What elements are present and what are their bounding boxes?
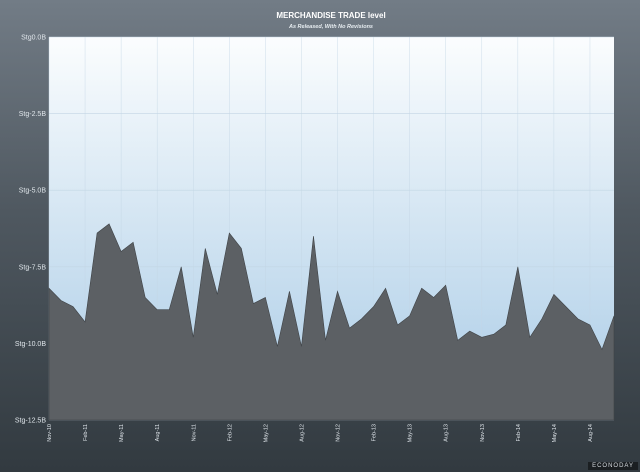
series-area <box>48 223 615 421</box>
x-tick-label: Aug-11 <box>155 424 161 441</box>
x-tick-label: May-14 <box>552 424 558 442</box>
x-tick-label: Feb-14 <box>516 424 522 441</box>
x-tick-label: Aug-14 <box>588 424 594 442</box>
y-axis: Stg0.0B Stg-2.5B Stg-5.0B Stg-7.5B Stg-10.0B… <box>15 35 46 425</box>
y-tick-label: Stg-12.5B <box>15 418 46 425</box>
x-tick-label: Feb-12 <box>227 424 233 441</box>
x-tick-label: Nov-11 <box>191 424 197 441</box>
chart-subtitle: As Released, With No Revisions <box>288 24 373 30</box>
x-tick-label: Aug-13 <box>444 424 450 442</box>
y-tick-label: Stg-2.5B <box>19 111 47 118</box>
x-tick-label: May-13 <box>408 424 414 442</box>
x-axis: Nov-10 Feb-11 May-11 Aug-11 Nov-11 Feb-12 May-… <box>47 424 594 442</box>
x-tick-label: May-11 <box>119 424 125 442</box>
y-tick-label: Stg-5.0B <box>19 188 47 195</box>
y-tick-label: Stg-10.0B <box>15 341 46 348</box>
x-tick-label: Feb-11 <box>83 424 89 441</box>
x-tick-label: Aug-12 <box>299 424 305 442</box>
x-tick-label: Nov-10 <box>47 424 53 442</box>
x-tick-label: May-12 <box>263 424 269 442</box>
chart-title: MERCHANDISE TRADE level <box>276 11 385 20</box>
x-tick-label: Feb-13 <box>372 424 378 441</box>
brand-watermark: ECONODAY <box>588 462 638 470</box>
y-tick-label: Stg-7.5B <box>19 264 47 271</box>
x-tick-label: Nov-13 <box>480 424 486 442</box>
y-tick-label: Stg0.0B <box>21 35 46 42</box>
x-tick-label: Nov-12 <box>336 424 342 442</box>
